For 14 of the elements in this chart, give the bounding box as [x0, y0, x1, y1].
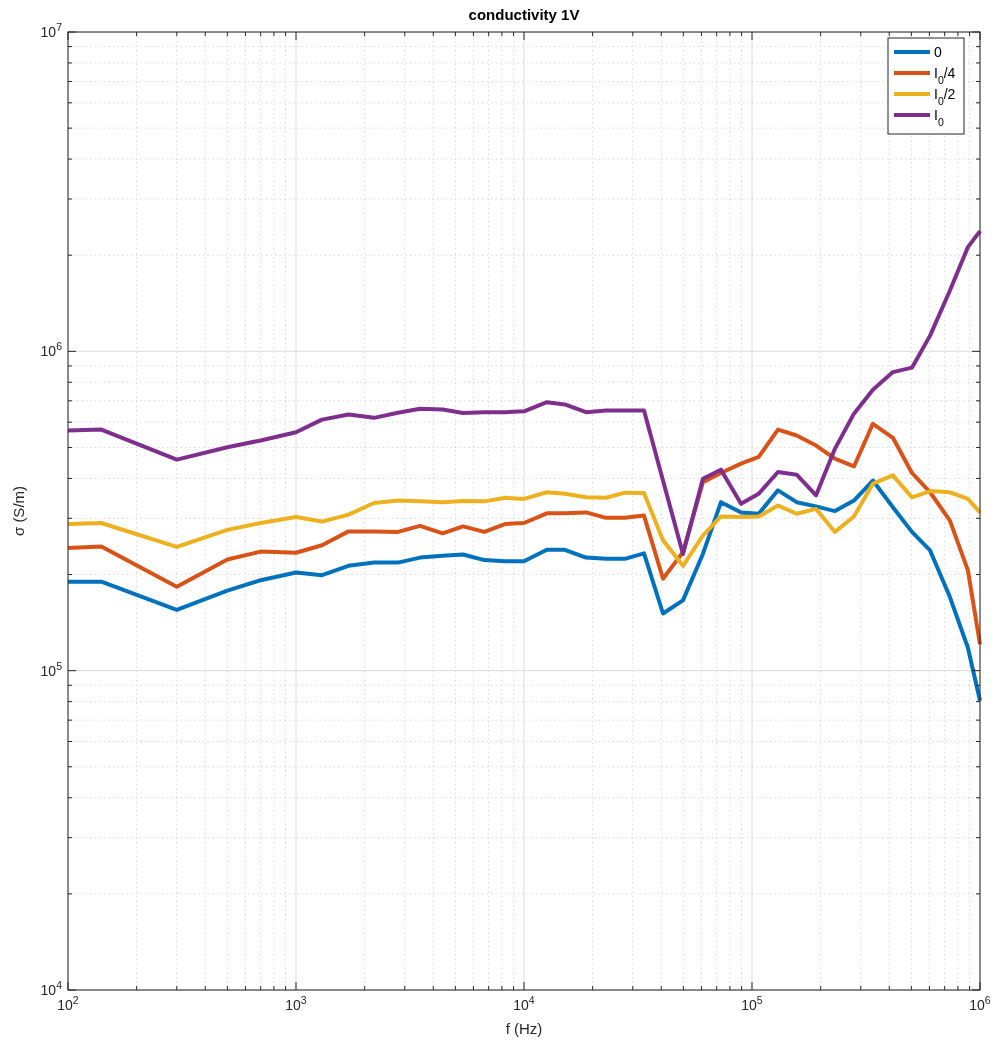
- x-axis-title: f (Hz): [505, 1020, 543, 1037]
- chart-title: conductivity 1V: [468, 6, 580, 23]
- legend-label: I$_{0}$/4: [934, 65, 956, 86]
- y-tick-label: 10$^{7}$: [40, 21, 63, 40]
- x-tick-label: 10$^{4}$: [513, 994, 535, 1013]
- x-tick-label: 10$^{5}$: [741, 994, 763, 1013]
- legend-label: I$_{0}$/2: [934, 86, 956, 107]
- y-axis-title: σ (S/m): [10, 485, 27, 537]
- x-tick-label: 10$^{3}$: [285, 994, 307, 1013]
- legend-label: 0: [934, 44, 942, 60]
- x-tick-label: 10$^{6}$: [969, 994, 991, 1013]
- y-tick-label: 10$^{6}$: [40, 340, 63, 360]
- y-tick-label: 10$^{5}$: [40, 659, 63, 679]
- legend-label: I$_{0}$: [934, 107, 944, 128]
